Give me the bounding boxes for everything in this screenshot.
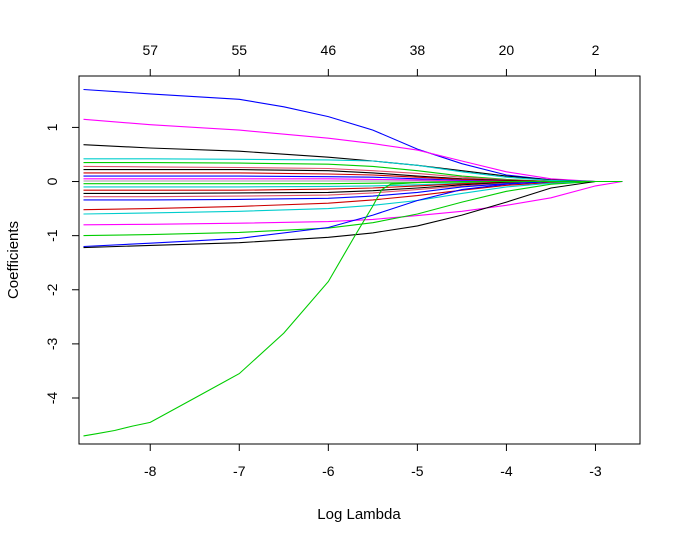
top-tick-label: 55 xyxy=(231,42,247,58)
series-line-4 xyxy=(83,158,623,183)
y-tick-label: -2 xyxy=(44,283,60,296)
series-line-20 xyxy=(83,180,623,226)
top-tick-label: 57 xyxy=(142,42,158,58)
x-axis-label: Log Lambda xyxy=(317,506,401,523)
top-tick-label: 38 xyxy=(410,42,426,58)
top-tick-label: 46 xyxy=(321,42,337,58)
series-line-2 xyxy=(83,118,623,183)
y-axis-left: -4 -3 -2 -1 0 1 xyxy=(44,123,80,405)
top-tick-label: 2 xyxy=(592,42,600,58)
series-line-21 xyxy=(83,180,623,237)
series-line-24 xyxy=(83,180,623,437)
x-tick-label: -3 xyxy=(589,463,602,479)
x-tick-label: -6 xyxy=(322,463,335,479)
x-axis-top: 57 55 46 38 20 2 xyxy=(142,42,600,77)
x-tick-label: -8 xyxy=(144,463,157,479)
series-lines xyxy=(83,88,623,437)
y-tick-label: 1 xyxy=(44,123,60,131)
x-tick-label: -7 xyxy=(233,463,246,479)
top-tick-label: 20 xyxy=(499,42,515,58)
y-tick-label: -4 xyxy=(44,392,60,405)
x-tick-label: -4 xyxy=(500,463,513,479)
y-tick-label: -3 xyxy=(44,337,60,350)
y-axis-label: Coefficients xyxy=(5,221,22,299)
y-tick-label: -1 xyxy=(44,229,60,242)
y-tick-label: 0 xyxy=(44,177,60,185)
x-axis-bottom: -8 -7 -6 -5 -4 -3 xyxy=(144,443,602,479)
plot-area-border xyxy=(78,75,641,445)
x-tick-label: -5 xyxy=(411,463,424,479)
series-line-23 xyxy=(83,180,623,249)
series-line-1 xyxy=(83,88,623,183)
